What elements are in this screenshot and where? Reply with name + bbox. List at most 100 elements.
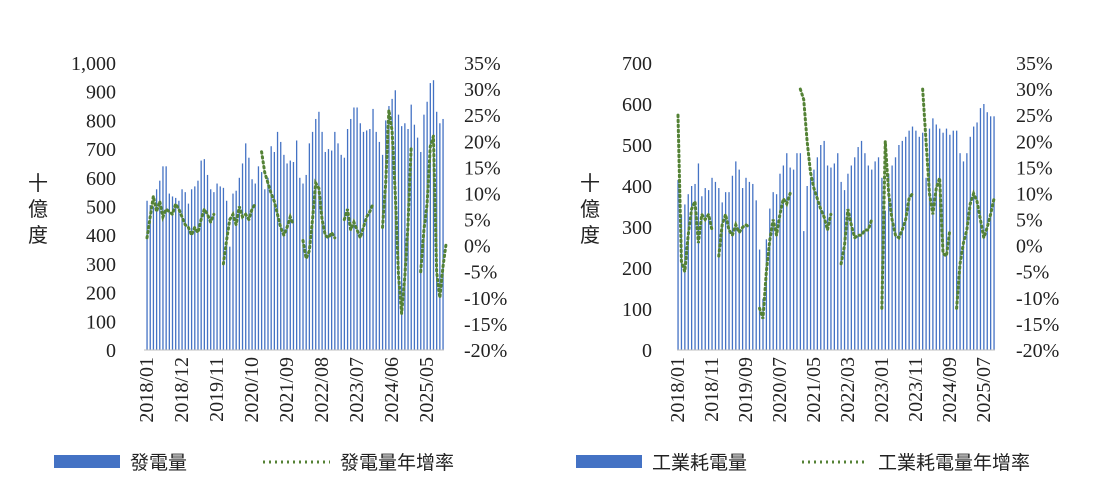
left-axis-tick: 400 — [622, 176, 652, 198]
left-axis-tick: 100 — [622, 299, 652, 321]
legend-label-bar: 發電量 — [130, 452, 187, 474]
legend-right: 工業耗電量 工業耗電量年增率 — [576, 452, 1030, 474]
right-axis-tick: 30% — [1016, 79, 1053, 101]
left-axis-tick: 100 — [86, 311, 116, 333]
right-axis-tick: 15% — [464, 157, 501, 179]
x-axis-tick: 2024/06 — [381, 357, 403, 423]
bar — [860, 140, 863, 350]
bar — [353, 107, 355, 351]
bar — [171, 196, 174, 350]
right-axis-tick: 10% — [464, 184, 501, 206]
x-axis-tick: 2019/09 — [735, 357, 757, 423]
bar — [366, 130, 368, 350]
left-axis-tick: 700 — [622, 53, 652, 75]
bar — [854, 157, 856, 350]
x-axis-tick: 2019/11 — [206, 357, 228, 422]
bar — [181, 189, 183, 350]
right-axis-tick: 10% — [1016, 184, 1053, 206]
bar — [241, 163, 244, 350]
right-axis-tick: 20% — [464, 131, 501, 153]
bar — [891, 165, 893, 350]
bar — [245, 143, 247, 350]
bar — [251, 179, 253, 350]
left-chart-line — [145, 109, 448, 314]
x-axis-tick: 2020/07 — [769, 357, 791, 423]
growth-line-segment — [798, 87, 833, 231]
bar — [748, 181, 751, 350]
growth-line-segment — [342, 202, 375, 243]
bar — [264, 189, 266, 350]
y-axis-label-char: 億 — [28, 197, 48, 221]
bar — [888, 173, 890, 350]
legend-label-line: 發電量年增率 — [340, 452, 454, 474]
bar — [874, 161, 876, 350]
growth-line-segment — [260, 150, 295, 240]
bar — [701, 196, 703, 350]
bar — [884, 210, 886, 350]
bar — [184, 192, 186, 350]
bar — [803, 231, 805, 350]
bar — [369, 129, 371, 350]
bar — [385, 120, 387, 351]
bar — [735, 161, 737, 350]
left-axis-tick: 700 — [86, 139, 116, 161]
bar — [976, 122, 978, 350]
bar — [315, 118, 317, 351]
bar — [439, 123, 441, 351]
bar — [687, 194, 689, 350]
bar — [210, 189, 212, 350]
bar — [813, 169, 815, 350]
bar — [993, 116, 995, 350]
bar — [413, 124, 416, 350]
bar — [232, 193, 234, 350]
legend-left: 發電量 發電量年增率 — [54, 452, 454, 474]
bar — [806, 186, 808, 350]
bar — [752, 183, 754, 350]
bar — [973, 126, 975, 350]
left-chart-bars — [146, 80, 444, 351]
chart-left: 0 100 200 300 400 500 600 700 800 900 1,000 -20% -1… — [28, 53, 507, 423]
bar — [238, 177, 240, 350]
bar — [755, 200, 757, 350]
bar — [877, 157, 880, 350]
bar — [922, 132, 924, 350]
bar — [690, 186, 693, 350]
bar — [187, 203, 190, 350]
bar — [918, 136, 920, 350]
bar — [280, 141, 282, 350]
bar — [340, 154, 342, 350]
y-axis-label-char: 度 — [580, 223, 600, 247]
bar — [925, 177, 927, 350]
bar — [962, 161, 965, 350]
bar — [372, 108, 374, 350]
right-axis-tick: -15% — [1016, 314, 1059, 336]
bar — [321, 131, 323, 350]
bar — [302, 183, 304, 350]
bar — [257, 166, 260, 350]
right-axis-tick: -20% — [464, 340, 507, 362]
bar — [966, 153, 968, 350]
right-chart-left-ticks: 0 100 200 300 400 500 600 700 — [622, 53, 652, 362]
bar — [758, 249, 761, 350]
bar — [429, 83, 431, 350]
growth-line-segment — [717, 208, 751, 258]
bar — [990, 116, 992, 350]
bar — [327, 149, 330, 350]
bar — [724, 192, 727, 350]
bar — [334, 131, 336, 350]
growth-line-segment — [839, 208, 874, 266]
legend-swatch-bar — [576, 455, 642, 468]
right-axis-tick: -15% — [464, 314, 507, 336]
right-axis-tick: 5% — [464, 210, 491, 232]
bar — [935, 124, 937, 350]
bar — [945, 128, 948, 350]
bar — [292, 162, 295, 350]
bar — [168, 193, 170, 350]
left-axis-tick: 800 — [86, 110, 116, 132]
bar — [350, 118, 352, 351]
left-axis-tick: 500 — [86, 197, 116, 219]
bar — [203, 159, 205, 350]
right-chart-bars — [677, 104, 995, 350]
bar — [779, 173, 781, 350]
bar — [959, 153, 961, 350]
